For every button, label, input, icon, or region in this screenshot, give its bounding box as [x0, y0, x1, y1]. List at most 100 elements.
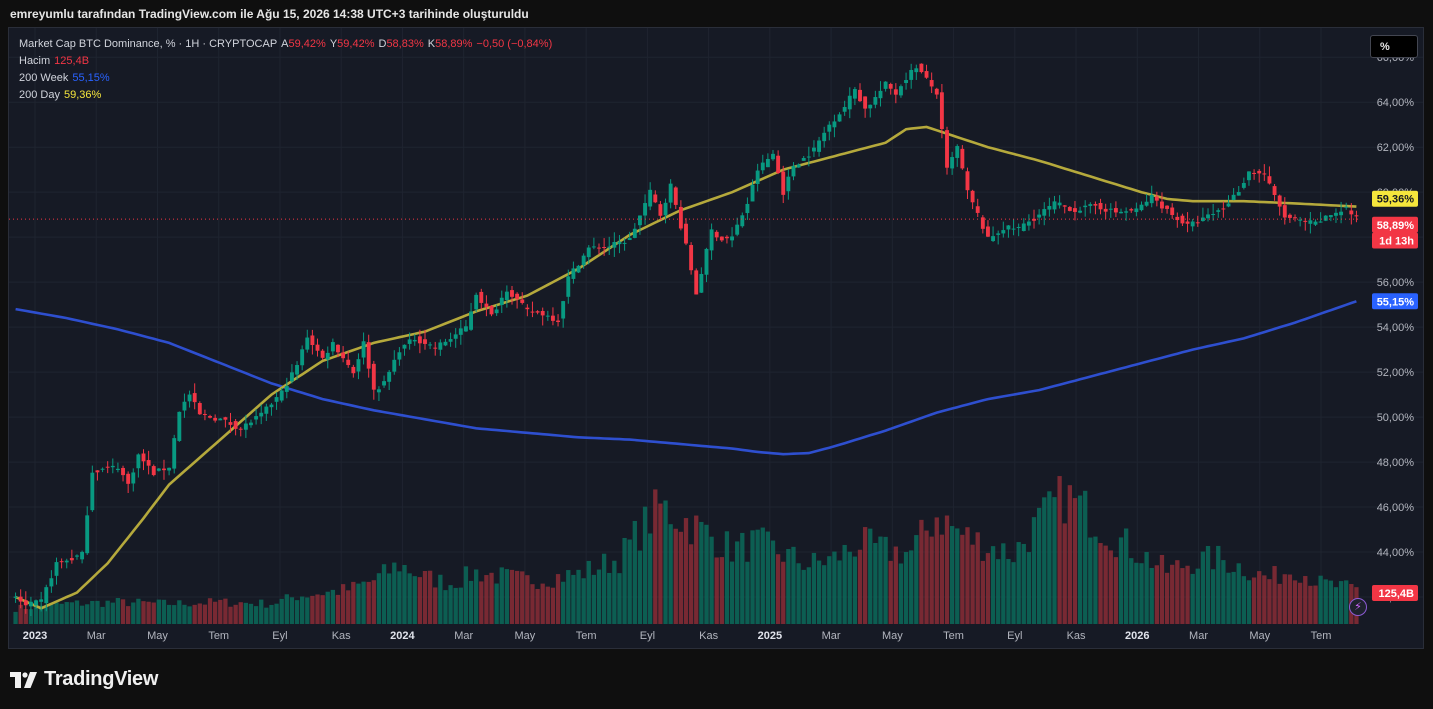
- x-axis-tick-label: Tem: [943, 630, 964, 642]
- candle-body: [556, 320, 560, 322]
- candle-body: [689, 245, 694, 271]
- volume-bar: [642, 506, 648, 624]
- candle-body: [387, 371, 392, 382]
- candle-body: [934, 88, 939, 95]
- legend-symbol[interactable]: Market Cap BTC Dominance, % · 1H · CRYPT…: [19, 38, 278, 50]
- candle-body: [632, 228, 637, 238]
- candle-body: [1124, 211, 1129, 213]
- volume-bar: [484, 575, 489, 624]
- candle-body: [1037, 214, 1042, 218]
- candle-body: [868, 104, 873, 109]
- volume-bar: [146, 601, 151, 624]
- candle-body: [945, 130, 949, 168]
- volume-bar: [704, 524, 709, 624]
- volume-bar: [335, 594, 341, 624]
- candle-body: [581, 255, 586, 266]
- candle-body: [827, 124, 832, 132]
- volume-bar: [627, 539, 632, 624]
- candle-body: [1108, 208, 1113, 210]
- candle-body: [59, 561, 64, 563]
- volume-bar: [59, 603, 64, 624]
- volume-bar: [95, 600, 100, 624]
- candle-body: [576, 265, 581, 273]
- volume-bar: [1287, 574, 1293, 624]
- volume-bar: [351, 581, 356, 624]
- volume-bar: [591, 574, 597, 624]
- candle-body: [561, 301, 566, 319]
- volume-bar: [678, 531, 684, 624]
- candle-body: [1113, 208, 1118, 213]
- candlestick-chart[interactable]: 42,00%44,00%46,00%48,00%50,00%52,00%54,0…: [9, 28, 1424, 649]
- legend-volume-row[interactable]: Hacim 125,4B: [19, 53, 556, 70]
- volume-bar: [325, 591, 330, 624]
- candle-body: [1093, 204, 1098, 206]
- candle-body: [745, 203, 750, 214]
- legend-ma200d-row[interactable]: 200 Day 59,36%: [19, 87, 556, 104]
- volume-bar: [949, 526, 955, 624]
- volume-bar: [1149, 567, 1154, 624]
- volume-bar: [1113, 557, 1119, 624]
- chart-panel[interactable]: 42,00%44,00%46,00%48,00%50,00%52,00%54,0…: [8, 27, 1424, 649]
- candle-body: [771, 153, 775, 160]
- candle-body: [208, 415, 212, 418]
- candle-body: [458, 328, 463, 335]
- percent-scale-button[interactable]: %: [1370, 35, 1418, 58]
- volume-bar: [781, 561, 786, 624]
- volume-bar: [427, 570, 433, 624]
- footer: TradingView: [10, 668, 158, 691]
- candle-body: [1052, 201, 1057, 210]
- volume-bar: [356, 583, 361, 624]
- candle-body: [274, 397, 279, 402]
- candle-body: [1073, 208, 1077, 212]
- volume-bar: [1139, 563, 1144, 624]
- volume-price-label-bg: [1372, 585, 1418, 601]
- tradingview-brand[interactable]: TradingView: [44, 668, 159, 690]
- candle-body: [433, 347, 438, 349]
- volume-bar: [1180, 568, 1185, 624]
- volume-bar: [653, 489, 658, 624]
- volume-bar: [535, 588, 540, 624]
- volume-bar: [453, 587, 458, 624]
- legend-ohlc-row: Market Cap BTC Dominance, % · 1H · CRYPT…: [19, 36, 556, 53]
- legend-close-label: K: [427, 38, 436, 50]
- last-price-label: 58,89%: [1377, 220, 1415, 232]
- candle-body: [873, 97, 878, 105]
- volume-bar: [1175, 560, 1180, 624]
- volume-bar: [1328, 580, 1334, 624]
- lightning-icon[interactable]: ⚡: [1349, 598, 1367, 616]
- volume-bar: [269, 604, 274, 624]
- candle-body: [463, 326, 468, 332]
- volume-bar: [694, 515, 699, 624]
- volume-bar: [1333, 587, 1339, 624]
- legend-open-value: 59,42%: [288, 38, 326, 50]
- volume-bar: [683, 518, 689, 624]
- volume-bar: [514, 570, 520, 624]
- ma200w-price-label: 55,15%: [1377, 296, 1415, 308]
- candle-body: [1313, 221, 1318, 225]
- volume-bar: [412, 576, 417, 624]
- volume-bar: [1077, 495, 1083, 624]
- legend-ma200w-row[interactable]: 200 Week 55,15%: [19, 70, 556, 87]
- volume-bar: [264, 607, 269, 624]
- x-axis-tick-label: May: [515, 630, 536, 642]
- volume-bar: [545, 586, 550, 624]
- volume-bar: [924, 530, 929, 624]
- candle-body: [550, 315, 555, 321]
- volume-bar: [100, 606, 105, 624]
- candle-body: [714, 231, 719, 238]
- volume-bar: [120, 599, 126, 624]
- tradingview-logo-icon[interactable]: [10, 671, 38, 688]
- x-axis-tick-label: Kas: [1067, 630, 1086, 642]
- candle-body: [888, 84, 893, 89]
- volume-bar: [868, 528, 873, 624]
- volume-bar: [463, 566, 469, 624]
- volume-bar: [540, 583, 545, 624]
- candle-body: [919, 63, 924, 73]
- candle-body: [1185, 221, 1190, 224]
- volume-bar: [177, 600, 182, 624]
- candle-body: [986, 226, 990, 237]
- candle-body: [684, 223, 688, 244]
- volume-bar: [1323, 579, 1328, 624]
- volume-bar: [714, 557, 719, 624]
- candle-body: [223, 417, 228, 420]
